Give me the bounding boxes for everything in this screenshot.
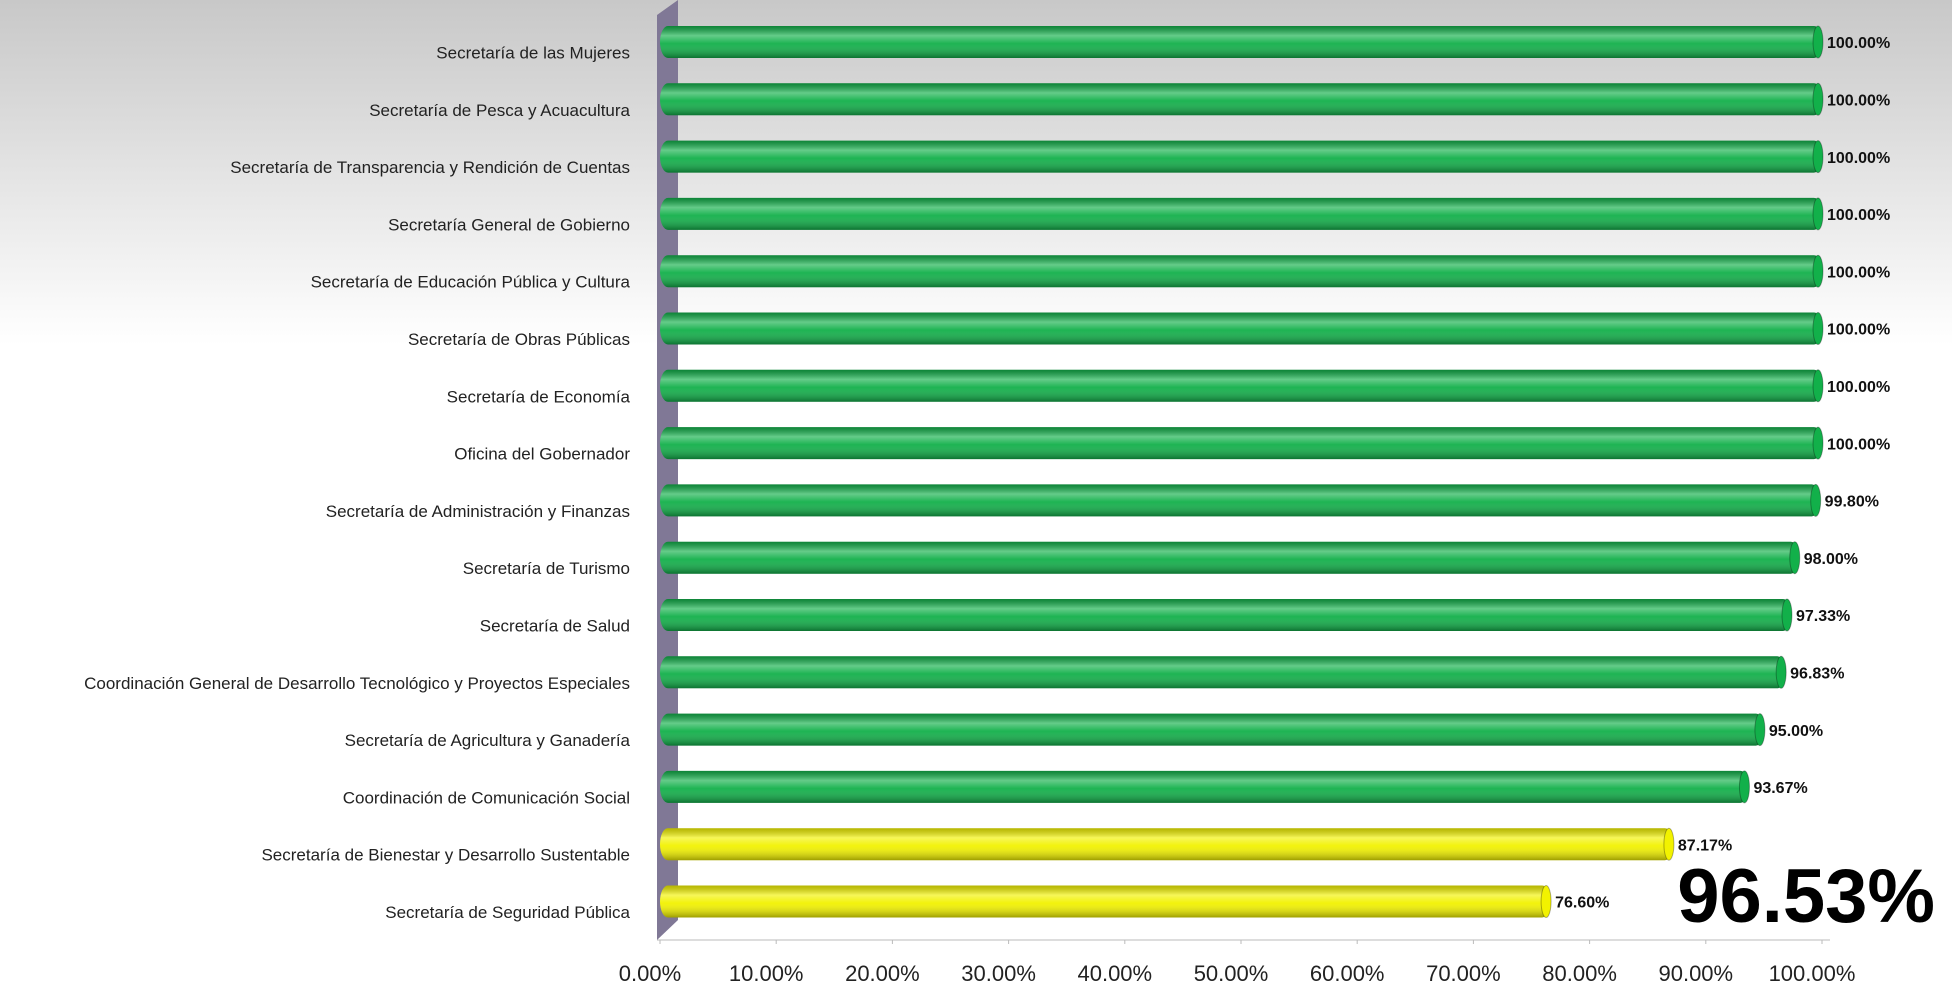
bar-shine xyxy=(660,770,1749,803)
value-label: 100.00% xyxy=(1827,322,1890,339)
bar-shine xyxy=(660,885,1551,918)
value-label: 100.00% xyxy=(1827,35,1890,52)
x-tick-label: 90.00% xyxy=(1658,961,1733,986)
x-tick-label: 30.00% xyxy=(961,961,1036,986)
bar-shine xyxy=(660,369,1822,402)
bar-shine xyxy=(660,197,1822,230)
bar-cap xyxy=(1812,426,1824,460)
bar-cap xyxy=(1540,885,1552,918)
bar-cap xyxy=(1812,254,1824,288)
category-label: Secretaría de Salud xyxy=(480,616,630,635)
bar-cap xyxy=(1789,541,1801,575)
bar-shine xyxy=(660,656,1786,689)
bar-cap xyxy=(1812,312,1824,345)
value-label: 100.00% xyxy=(1827,93,1890,110)
x-tick-label: 100.00% xyxy=(1769,961,1856,986)
category-label: Oficina del Gobernador xyxy=(454,445,630,464)
x-tick-label: 80.00% xyxy=(1542,961,1617,986)
bar-cap xyxy=(1810,483,1822,517)
category-label: Secretaría de Obras Públicas xyxy=(408,330,630,349)
value-label: 100.00% xyxy=(1827,264,1890,281)
bar-shine xyxy=(660,828,1673,861)
value-label: 100.00% xyxy=(1827,436,1890,453)
bar-cap xyxy=(1812,369,1824,403)
bar-shine xyxy=(660,541,1799,574)
category-label: Coordinación General de Desarrollo Tecno… xyxy=(84,674,630,693)
bar-shine xyxy=(660,140,1822,173)
category-label: Coordinación de Comunicación Social xyxy=(343,788,630,807)
value-label: 95.00% xyxy=(1769,723,1823,740)
value-label: 96.83% xyxy=(1790,666,1844,683)
bar-cap xyxy=(1781,598,1793,632)
category-label: Secretaría de Pesca y Acuacultura xyxy=(369,101,630,120)
bar-shine xyxy=(660,599,1791,631)
bar-shine xyxy=(660,713,1764,746)
value-label: 99.80% xyxy=(1825,494,1879,511)
bar-shine xyxy=(660,484,1820,517)
bar-shine xyxy=(660,427,1822,460)
category-label: Secretaría General de Gobierno xyxy=(388,215,630,234)
x-tick-label: 60.00% xyxy=(1310,961,1385,986)
bar-cap xyxy=(1754,713,1766,747)
x-tick-label: 40.00% xyxy=(1077,961,1152,986)
category-label: Secretaría de Bienestar y Desarrollo Sus… xyxy=(261,846,630,865)
value-label: 100.00% xyxy=(1827,150,1890,167)
category-label: Secretaría de Economía xyxy=(447,387,631,406)
value-label: 98.00% xyxy=(1804,551,1858,568)
bar-cap xyxy=(1812,197,1824,231)
bar-cap xyxy=(1663,827,1675,861)
x-tick-label: 50.00% xyxy=(1194,961,1269,986)
category-label: Secretaría de las Mujeres xyxy=(436,43,630,62)
bar-cap xyxy=(1775,655,1787,689)
value-label: 97.33% xyxy=(1796,608,1850,625)
annotation: 96.53% xyxy=(1677,854,1935,939)
bar-cap xyxy=(1738,770,1750,804)
x-tick-label: 20.00% xyxy=(845,961,920,986)
category-label: Secretaría de Educación Pública y Cultur… xyxy=(311,273,631,292)
bar-shine xyxy=(660,312,1822,345)
category-label: Secretaría de Administración y Finanzas xyxy=(326,502,630,521)
x-tick-label: 0.00% xyxy=(619,961,681,986)
x-tick-label: 10.00% xyxy=(729,961,804,986)
value-label: 100.00% xyxy=(1827,207,1890,224)
category-label: Secretaría de Transparencia y Rendición … xyxy=(230,158,630,177)
bar-shine xyxy=(660,255,1822,288)
category-label: Secretaría de Agricultura y Ganadería xyxy=(345,731,631,750)
value-label: 87.17% xyxy=(1678,837,1732,854)
category-label: Secretaría de Seguridad Pública xyxy=(385,903,630,922)
value-label: 100.00% xyxy=(1827,379,1890,396)
axis-wall xyxy=(657,0,678,940)
bar-shine xyxy=(660,26,1822,58)
value-label: 93.67% xyxy=(1753,780,1807,797)
bar-cap xyxy=(1812,140,1824,174)
bar-shine xyxy=(660,83,1822,116)
x-tick-label: 70.00% xyxy=(1426,961,1501,986)
bar-cap xyxy=(1812,25,1824,59)
bar-cap xyxy=(1812,82,1824,116)
value-label: 76.60% xyxy=(1555,895,1609,912)
category-label: Secretaría de Turismo xyxy=(463,559,630,578)
